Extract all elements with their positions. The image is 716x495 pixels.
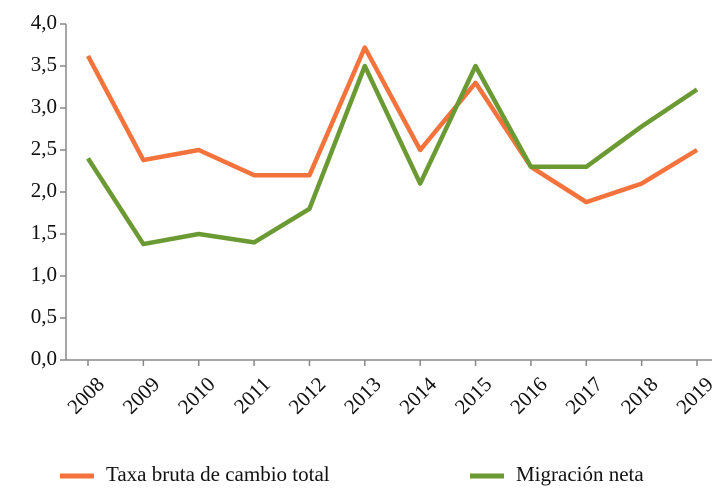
x-tick-label: 2012 <box>284 372 331 419</box>
y-tick-label: 3,5 <box>31 52 57 76</box>
x-tick-label: 2009 <box>118 372 165 419</box>
x-tick-label: 2010 <box>173 372 220 419</box>
x-tick-label: 2017 <box>561 372 608 419</box>
y-tick-label: 2,5 <box>31 136 57 160</box>
x-tick-label: 2008 <box>62 372 109 419</box>
y-tick-label: 3,0 <box>31 94 57 118</box>
x-tick-label: 2015 <box>450 372 497 419</box>
y-tick-label: 0,0 <box>31 346 57 370</box>
series-line <box>86 45 699 205</box>
x-tick-label: 2013 <box>339 372 386 419</box>
series-line <box>86 63 699 247</box>
x-tick-label: 2018 <box>616 372 663 419</box>
y-tick-label: 1,5 <box>31 220 57 244</box>
y-tick-label: 1,0 <box>31 262 57 286</box>
legend-label: Migración neta <box>516 462 644 486</box>
y-tick-label: 2,0 <box>31 178 57 202</box>
x-tick-label: 2019 <box>671 372 716 419</box>
y-tick-label: 0,5 <box>31 304 57 328</box>
x-tick-label: 2011 <box>229 372 275 418</box>
x-tick-label: 2014 <box>394 372 441 419</box>
y-tick-label: 4,0 <box>31 10 57 34</box>
legend-label: Taxa bruta de cambio total <box>106 462 330 486</box>
x-tick-label: 2016 <box>505 372 552 419</box>
